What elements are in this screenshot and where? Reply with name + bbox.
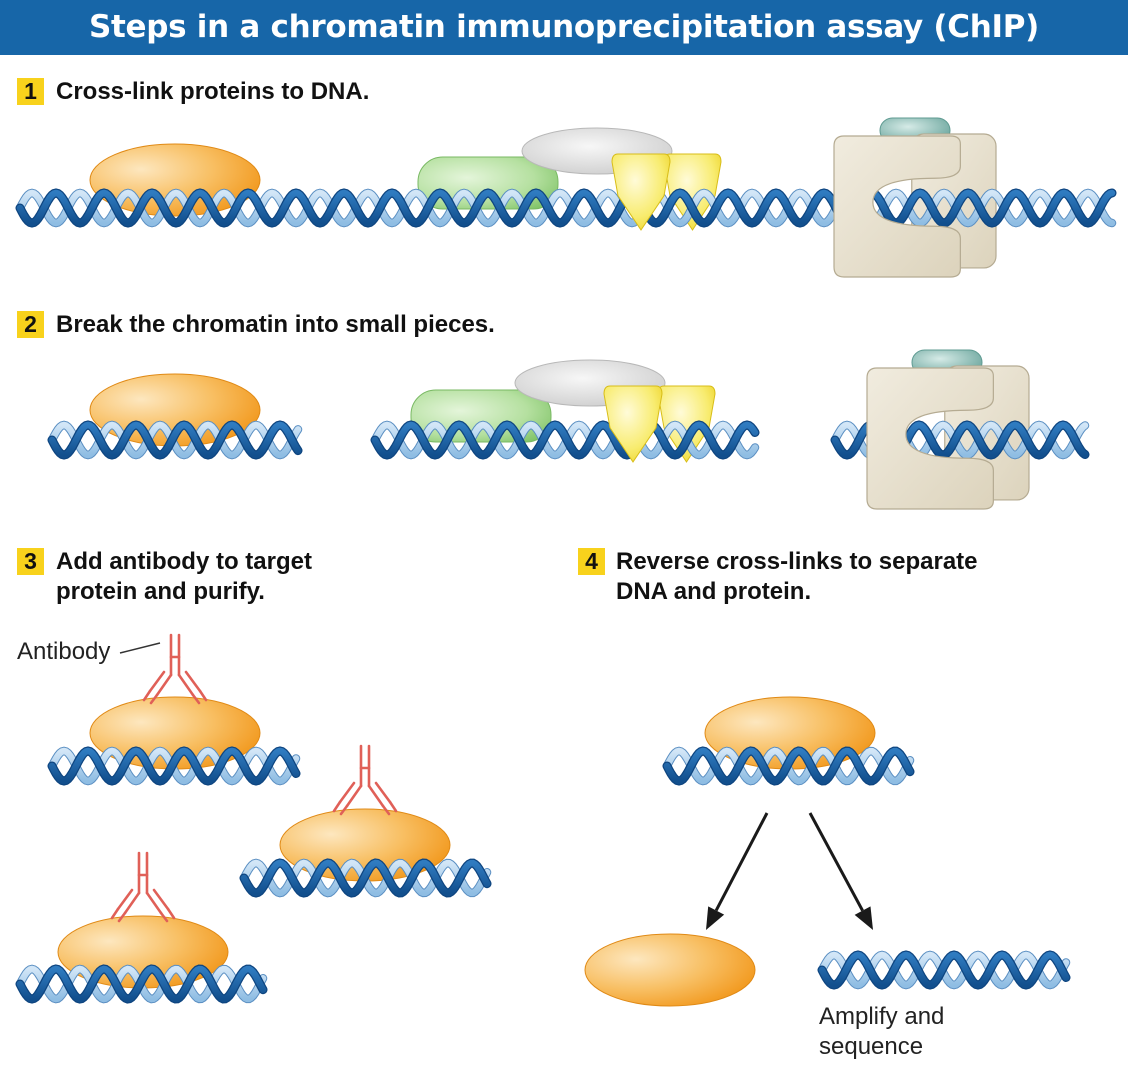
step3-dna-fragment-2 xyxy=(239,858,492,898)
title-bar xyxy=(0,0,1128,55)
step2-yellow-protein-front xyxy=(603,385,663,463)
step-3-text-line2: protein and purify. xyxy=(56,578,265,605)
step4-dna-with-protein xyxy=(662,746,915,786)
step-3-text-line1: Add antibody to target xyxy=(56,548,312,575)
step-4-text-line1: Reverse cross-links to separate xyxy=(616,548,978,575)
step4-arrow-to-protein xyxy=(706,812,769,930)
antibody-leader-line xyxy=(119,642,161,654)
step-1-badge: 1 xyxy=(17,78,44,105)
step-1-text: Cross-link proteins to DNA. xyxy=(56,78,370,105)
step4-released-protein xyxy=(584,933,756,1007)
antibody-label: Antibody xyxy=(17,638,111,665)
step2-dna-fragment-2 xyxy=(370,420,760,460)
step3-antibody-2 xyxy=(332,744,398,816)
step-3-badge: 3 xyxy=(17,548,44,575)
diagram-title: Steps in a chromatin immunoprecipitation… xyxy=(89,9,1039,45)
amplify-label-line2: sequence xyxy=(819,1033,924,1060)
step3-dna-fragment-3 xyxy=(15,964,268,1004)
dna-layer xyxy=(15,188,1117,1004)
step3-antibody-3 xyxy=(110,851,176,923)
step3-antibody-1 xyxy=(142,633,208,705)
amplify-label-line1: Amplify and xyxy=(819,1003,945,1030)
step2-clamp-protein xyxy=(866,367,994,510)
step4-released-dna xyxy=(817,950,1071,990)
step-4-badge: 4 xyxy=(578,548,605,575)
annotation-layer xyxy=(110,633,873,930)
step1-clamp-protein xyxy=(833,135,961,278)
step2-green-protein xyxy=(410,389,552,443)
step1-yellow-protein-front xyxy=(611,153,671,231)
step1-dna xyxy=(15,188,1117,228)
step-4-text-line2: DNA and protein. xyxy=(616,578,812,605)
step1-green-protein xyxy=(417,156,559,210)
step-2-badge: 2 xyxy=(17,311,44,338)
step2-dna-fragment-1 xyxy=(47,420,303,460)
step4-arrow-to-dna xyxy=(808,812,873,930)
step-2-text: Break the chromatin into small pieces. xyxy=(56,311,495,338)
protein-front-layer xyxy=(584,135,994,1007)
step3-dna-fragment-1 xyxy=(47,746,301,786)
